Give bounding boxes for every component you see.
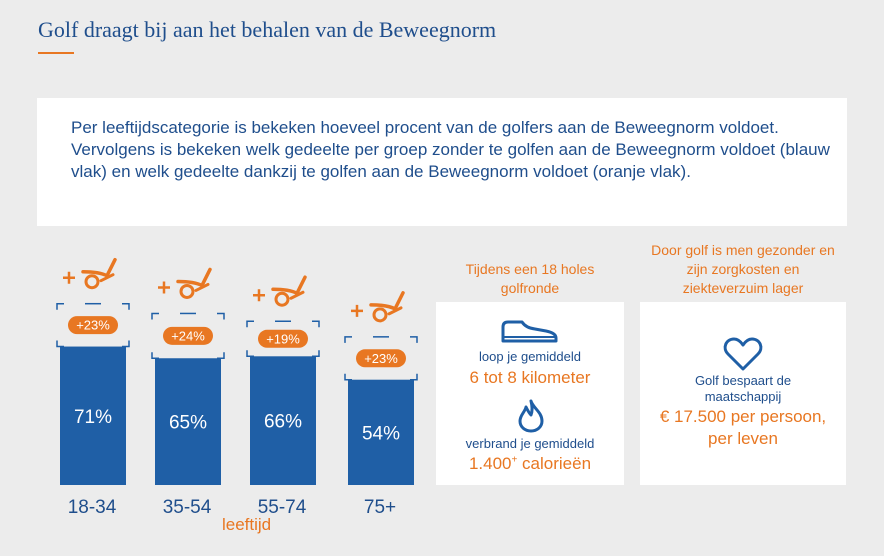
bar [60,346,126,485]
golfer-plus-icon [63,257,117,290]
flame-icon [518,399,544,433]
burn-unit: calorieën [517,454,592,473]
intro-text: Per leeftijdscategorie is bekeken hoevee… [71,118,830,181]
intro-box: Per leeftijdscategorie is bekeken hoevee… [37,98,847,226]
page-title: Golf draagt bij aan het behalen van de B… [38,17,497,42]
category-label: 75+ [364,497,396,518]
bar [348,379,414,485]
golfer-plus-icon [351,291,405,323]
bar [250,356,316,485]
category-label: 55-74 [258,497,307,518]
x-axis-label: leeftijd [222,515,272,534]
golf-increase-label: +19% [266,331,300,346]
burn-sup: + [511,454,518,466]
category-label: 35-54 [163,497,212,518]
golf-bracket [344,336,418,381]
health-text: Golf bespaart de maatschappij [694,373,792,404]
burn-value: 1.400+ calorieën [436,454,624,474]
health-value: € 17.500 per persoon, per leven [659,407,827,448]
golf-increase-label: +23% [76,318,110,333]
golf-increase-pill [68,316,118,335]
health-card: Golf bespaart de maatschappij € 17.500 p… [640,302,846,485]
golf-bracket [246,320,320,358]
title-underline [38,52,74,54]
golf-bracket [56,302,130,348]
heart-icon [723,337,763,371]
round-card: loop je gemiddeld 6 tot 8 kilometer verb… [436,302,624,485]
golf-bracket [151,312,225,359]
bar-value-label: 66% [264,412,302,433]
health-card-heading: Door golf is men gezonder en zijn zorgko… [651,242,835,296]
bar-value-label: 65% [169,413,207,434]
golf-increase-pill [258,329,308,348]
golf-increase-label: +24% [171,328,205,343]
burn-label: verbrand je gemiddeld [465,436,595,451]
walk-label: loop je gemiddeld [479,349,581,364]
shoe-icon [501,320,558,343]
bar [155,358,221,485]
burn-number: 1.400 [468,454,512,473]
bar-value-label: 54% [362,423,400,444]
bar-value-label: 71% [74,407,112,428]
golfer-plus-icon [253,275,307,307]
golf-increase-label: +23% [364,351,398,366]
category-label: 18-34 [68,497,117,518]
golf-increase-pill [356,349,406,368]
golf-increase-pill [163,326,213,345]
walk-value: 6 tot 8 kilometer [469,368,591,387]
bar-chart: 71% +23% 18-34 65% +24% 35-54 66% +19% 55-74 54% +… [56,257,418,518]
round-card-heading: Tijdens een 18 holes golfronde [465,261,595,296]
golfer-plus-icon [158,267,212,299]
